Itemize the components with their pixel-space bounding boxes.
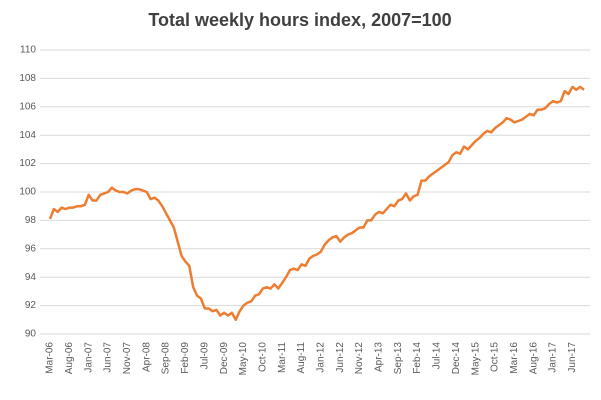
y-tick-label: 104 — [19, 130, 36, 141]
x-tick-label: Feb-09 — [180, 342, 191, 374]
y-tick-label: 98 — [25, 215, 37, 226]
x-tick-label: Jun-17 — [567, 342, 578, 373]
x-tick-label: Mar-06 — [45, 342, 56, 374]
y-tick-label: 106 — [19, 101, 36, 112]
chart-title: Total weekly hours index, 2007=100 — [148, 10, 451, 30]
x-tick-label: Apr-13 — [374, 342, 385, 372]
x-tick-label: Apr-08 — [141, 342, 152, 372]
y-tick-label: 94 — [25, 272, 37, 283]
x-tick-label: Jul-09 — [199, 342, 210, 370]
x-tick-label: Dec-09 — [219, 342, 230, 375]
x-tick-label: Jun-07 — [103, 342, 114, 373]
x-tick-label: Mar-11 — [277, 342, 288, 373]
x-tick-label: Jan-07 — [83, 342, 94, 373]
y-tick-label: 108 — [19, 73, 36, 84]
x-tick-label: Nov-07 — [122, 342, 133, 375]
x-tick-label: Jan-12 — [316, 342, 327, 373]
x-tick-label: Feb-14 — [412, 342, 423, 374]
y-tick-label: 96 — [25, 243, 37, 254]
x-tick-label: Sep-13 — [393, 342, 404, 375]
x-tick-label: Sep-08 — [161, 342, 172, 375]
y-tick-label: 90 — [25, 329, 37, 340]
data-line — [48, 85, 585, 322]
x-tick-label: Jun-12 — [335, 342, 346, 373]
y-tick-label: 102 — [19, 158, 36, 169]
y-tick-label: 110 — [20, 45, 36, 56]
y-tick-label: 100 — [19, 187, 36, 198]
x-tick-label: Jul-14 — [432, 342, 443, 370]
x-tick-label: Jan-17 — [548, 342, 559, 373]
x-tick-label: Aug-06 — [64, 342, 75, 375]
x-tick-label: Mar-16 — [509, 342, 520, 374]
x-tick-label: Nov-12 — [354, 342, 365, 375]
x-tick-label: Aug-16 — [528, 342, 539, 375]
x-tick-label: Dec-14 — [451, 342, 462, 375]
x-tick-label: Oct-10 — [257, 342, 268, 372]
x-tick-label: Aug-11 — [296, 342, 307, 374]
x-tick-label: Oct-15 — [490, 342, 501, 372]
x-tick-label: May-15 — [470, 342, 481, 376]
x-tick-label: May-10 — [238, 342, 249, 376]
y-tick-label: 92 — [25, 300, 37, 311]
